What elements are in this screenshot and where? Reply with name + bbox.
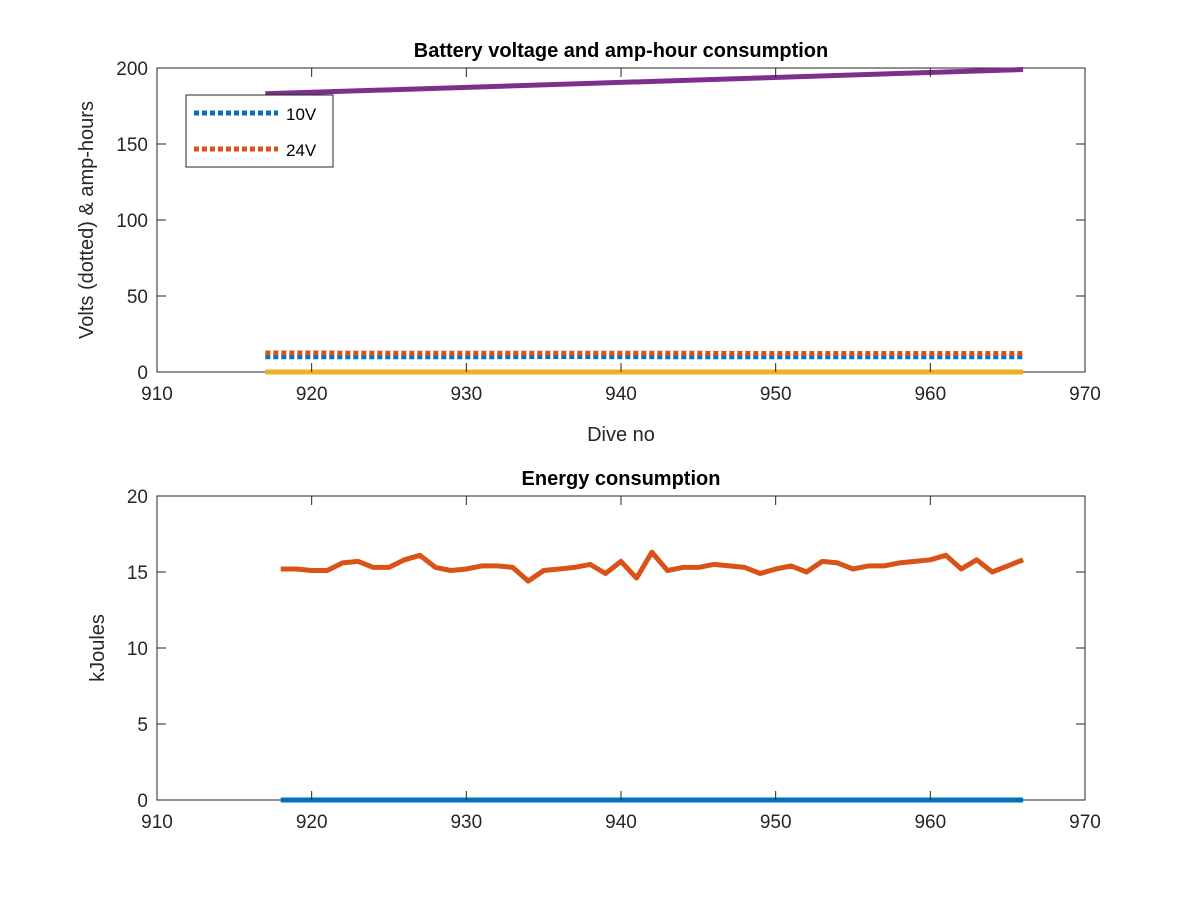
voltage-series-line-3 xyxy=(265,67,1024,97)
energy-x-tick-label: 970 xyxy=(1069,812,1101,833)
voltage-legend-label: 10V xyxy=(286,105,317,124)
voltage-series-line-1 xyxy=(265,350,1024,356)
energy-ticks: 910 920 930 940 950 960 970 0 5 10 15 20 xyxy=(127,487,1101,833)
energy-y-tick-label: 15 xyxy=(127,563,148,584)
energy-x-tick-label: 910 xyxy=(141,812,173,833)
energy-x-tick-label: 930 xyxy=(450,812,482,833)
energy-series-line-1 xyxy=(280,549,1025,584)
voltage-x-tick-label: 920 xyxy=(296,384,328,405)
voltage-series-group xyxy=(265,67,1024,375)
voltage-y-tick-label: 150 xyxy=(116,135,148,156)
voltage-x-tick-label: 970 xyxy=(1069,384,1101,405)
voltage-chart: 910 920 930 940 950 960 970 0 50 100 150 200 10V 24V… xyxy=(76,40,1101,446)
energy-y-axis-label: kJoules xyxy=(87,614,109,682)
energy-chart: 910 920 930 940 950 960 970 0 5 10 15 20 Energy con… xyxy=(87,468,1101,833)
energy-x-tick-label: 940 xyxy=(605,812,637,833)
voltage-legend-label: 24V xyxy=(286,141,317,160)
energy-plot-area xyxy=(156,495,1086,801)
voltage-x-tick-label: 940 xyxy=(605,384,637,405)
energy-chart-title: Energy consumption xyxy=(522,468,721,490)
energy-x-tick-label: 920 xyxy=(296,812,328,833)
energy-series-group xyxy=(280,549,1025,803)
voltage-x-tick-label: 910 xyxy=(141,384,173,405)
voltage-y-axis-label: Volts (dotted) & amp-hours xyxy=(76,101,98,339)
voltage-y-tick-label: 100 xyxy=(116,211,148,232)
energy-y-tick-label: 10 xyxy=(127,639,148,660)
voltage-y-tick-label: 50 xyxy=(127,287,148,308)
voltage-ticks: 910 920 930 940 950 960 970 0 50 100 150 200 xyxy=(116,59,1101,405)
voltage-x-axis-label: Dive no xyxy=(587,424,655,446)
voltage-legend: 10V 24V xyxy=(185,94,334,168)
energy-y-tick-label: 0 xyxy=(137,791,148,812)
voltage-y-tick-label: 0 xyxy=(137,363,148,384)
voltage-x-tick-label: 930 xyxy=(450,384,482,405)
voltage-x-tick-label: 950 xyxy=(760,384,792,405)
voltage-chart-title: Battery voltage and amp-hour consumption xyxy=(414,40,828,62)
voltage-legend-box xyxy=(185,94,334,168)
energy-y-tick-label: 20 xyxy=(127,487,148,508)
energy-y-tick-label: 5 xyxy=(137,715,148,736)
voltage-x-tick-label: 960 xyxy=(914,384,946,405)
energy-x-tick-label: 960 xyxy=(914,812,946,833)
voltage-y-tick-label: 200 xyxy=(116,59,148,80)
energy-x-tick-label: 950 xyxy=(760,812,792,833)
